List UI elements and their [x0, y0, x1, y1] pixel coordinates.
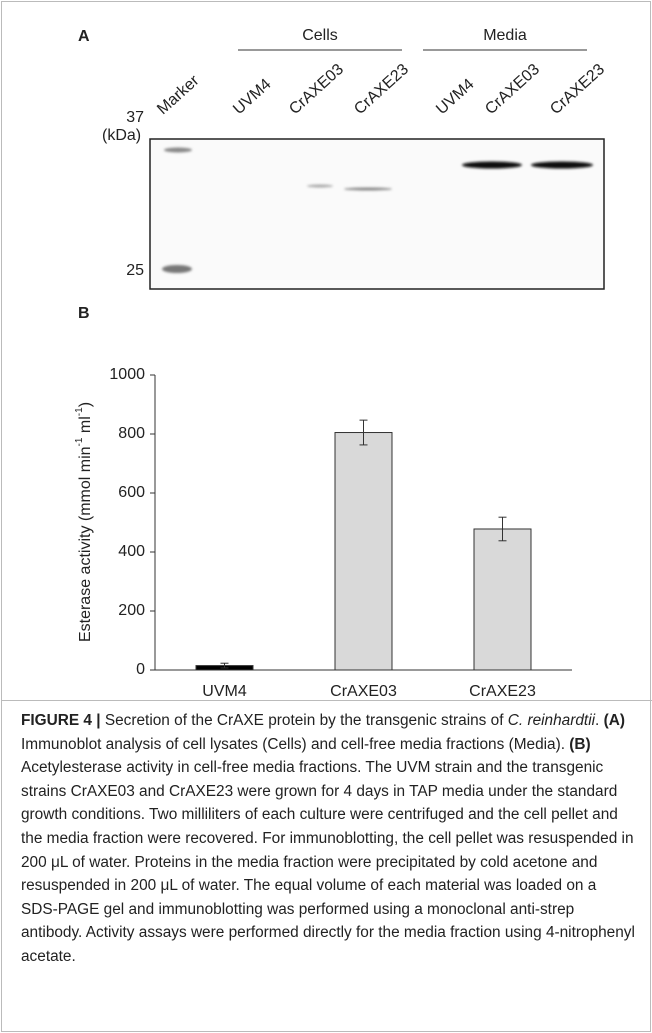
- lane-label: UVM4: [230, 76, 274, 118]
- y-tick-label: 0: [136, 661, 145, 678]
- lane-label: CrAXE03: [482, 61, 543, 118]
- x-tick-label: UVM4: [202, 683, 247, 699]
- bar: [474, 529, 531, 670]
- figure: A Cells Media Marker UVM4 CrAXE03 CrAXE2…: [1, 1, 651, 1032]
- group-label: Media: [483, 27, 527, 44]
- unit-label: (kDa): [102, 127, 141, 144]
- caption: FIGURE 4 | Secretion of the CrAXE protei…: [2, 700, 652, 969]
- caption-text: Immunoblot analysis of cell lysates (Cel…: [21, 736, 569, 753]
- caption-text: Acetylesterase activity in cell-free med…: [21, 759, 635, 965]
- blot: [150, 139, 604, 289]
- y-axis-label-part: ml: [77, 416, 94, 437]
- caption-text: Secretion of the CrAXE protein by the tr…: [101, 712, 508, 729]
- lane-label: UVM4: [433, 76, 477, 118]
- y-tick-label: 1000: [109, 366, 145, 383]
- band: [162, 265, 192, 273]
- caption-label: FIGURE 4 |: [21, 712, 101, 729]
- band: [164, 148, 192, 153]
- group-label: Cells: [302, 27, 338, 44]
- caption-species: C. reinhardtii: [508, 712, 595, 729]
- y-tick-label: 400: [118, 543, 145, 560]
- y-tick-label: 800: [118, 425, 145, 442]
- lane-label: CrAXE23: [547, 61, 608, 118]
- y-tick-label: 200: [118, 602, 145, 619]
- lane-label: CrAXE23: [351, 61, 412, 118]
- lane-label: Marker: [154, 72, 203, 118]
- caption-panel-ref: (B): [569, 736, 590, 753]
- x-tick-label: CrAXE03: [330, 683, 397, 699]
- marker-label: 37: [126, 109, 144, 126]
- y-axis-label: Esterase activity (mmol min-1 ml-1): [74, 402, 95, 642]
- bar: [335, 433, 392, 670]
- caption-panel-ref: (A): [604, 712, 625, 729]
- x-tick-label: CrAXE23: [469, 683, 536, 699]
- y-tick-label: 600: [118, 484, 145, 501]
- panel-label: B: [78, 305, 90, 322]
- band: [344, 188, 392, 191]
- marker-label: 25: [126, 262, 144, 279]
- band: [462, 162, 522, 169]
- panel-label: A: [78, 28, 90, 45]
- band: [531, 162, 593, 169]
- y-axis-label-part: ): [77, 402, 94, 407]
- y-axis-label-part: Esterase activity (mmol min: [77, 446, 94, 642]
- band: [307, 185, 333, 188]
- figure-panels: A Cells Media Marker UVM4 CrAXE03 CrAXE2…: [2, 2, 650, 699]
- lane-label: CrAXE03: [286, 61, 347, 118]
- caption-text: .: [595, 712, 604, 729]
